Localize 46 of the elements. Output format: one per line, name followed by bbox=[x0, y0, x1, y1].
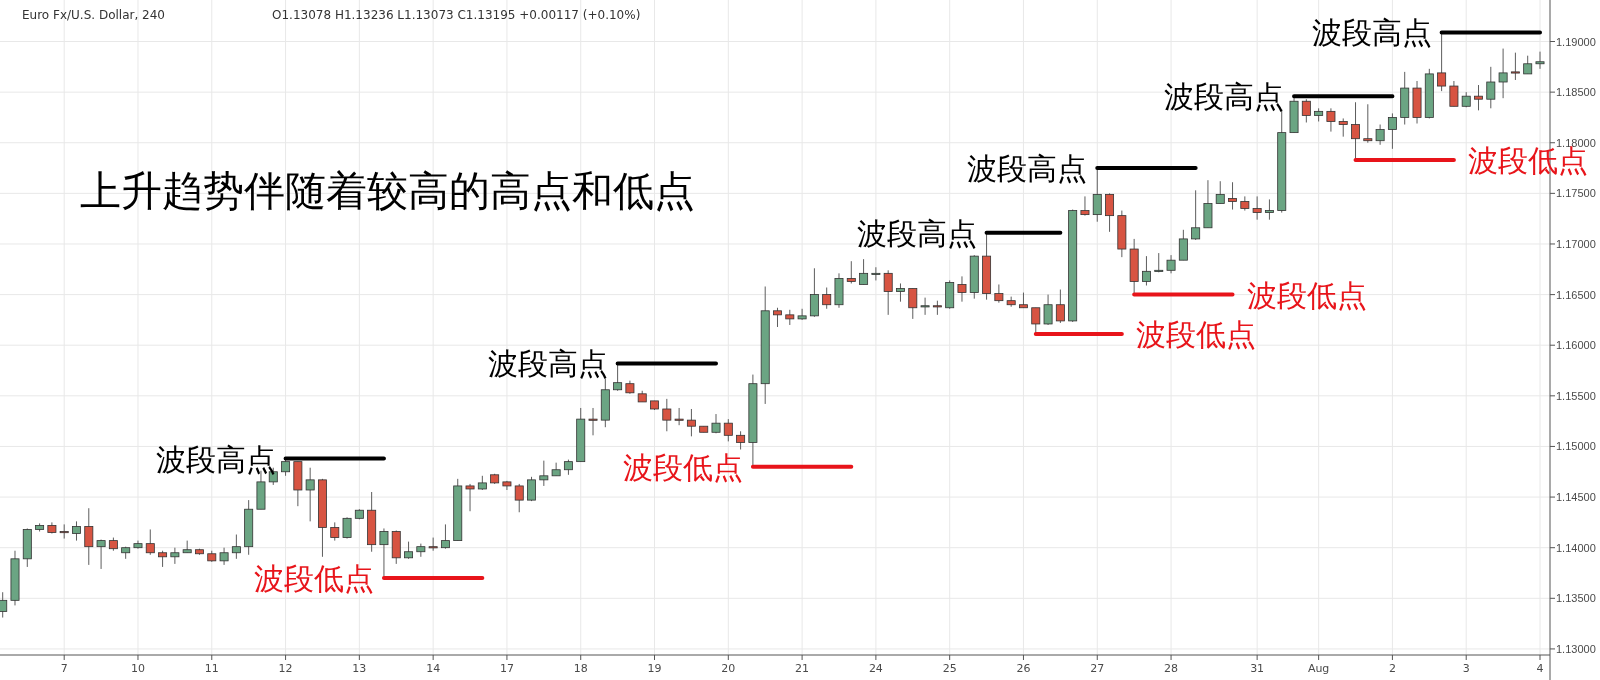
x-tick-label: 11 bbox=[204, 662, 219, 675]
x-tick-label: 14 bbox=[426, 662, 441, 675]
x-tick-label: 24 bbox=[868, 662, 883, 675]
y-tick-label: 1.18500 bbox=[1556, 86, 1596, 99]
annotation: 波段高点 bbox=[856, 215, 977, 251]
y-tick-label: 1.17000 bbox=[1556, 237, 1596, 250]
annotation: 波段高点 bbox=[487, 346, 608, 382]
x-tick-label: 2 bbox=[1388, 662, 1396, 675]
x-tick-label: Aug bbox=[1307, 662, 1330, 675]
annotation: 波段低点 bbox=[622, 449, 743, 485]
x-tick-label: 3 bbox=[1462, 662, 1470, 675]
y-tick-label: 1.16000 bbox=[1556, 339, 1596, 352]
x-tick-label: 10 bbox=[130, 662, 145, 675]
x-tick-label: 26 bbox=[1016, 662, 1031, 675]
annotation: 波段低点 bbox=[1135, 317, 1256, 353]
annotation: 波段高点 bbox=[1311, 15, 1432, 51]
x-tick-label: 18 bbox=[573, 662, 588, 675]
annotation: 波段低点 bbox=[1246, 277, 1367, 313]
x-tick-label: 17 bbox=[499, 662, 514, 675]
x-tick-label: 25 bbox=[942, 662, 957, 675]
annotation: 波段低点 bbox=[253, 561, 374, 597]
y-tick-label: 1.19000 bbox=[1556, 35, 1596, 48]
x-tick-label: 12 bbox=[278, 662, 293, 675]
y-tick-label: 1.14000 bbox=[1556, 541, 1596, 554]
x-tick-label: 20 bbox=[721, 662, 736, 675]
y-tick-label: 1.14500 bbox=[1556, 491, 1596, 504]
y-tick-label: 1.13000 bbox=[1556, 642, 1596, 655]
x-tick-label: 7 bbox=[60, 662, 68, 675]
annotation: O1.13078 H1.13236 L1.13073 C1.13195 +0.00117 (+0.10%) bbox=[272, 8, 641, 22]
annotation: 波段高点 bbox=[967, 151, 1088, 187]
y-tick-label: 1.17500 bbox=[1556, 187, 1596, 200]
x-tick-label: 27 bbox=[1090, 662, 1105, 675]
x-tick-label: 19 bbox=[647, 662, 662, 675]
y-tick-label: 1.13500 bbox=[1556, 592, 1596, 605]
y-tick-label: 1.15500 bbox=[1556, 389, 1596, 402]
x-tick-label: 13 bbox=[352, 662, 367, 675]
annotation: 波段高点 bbox=[1164, 79, 1285, 115]
x-tick-label: 4 bbox=[1536, 662, 1544, 675]
text: 上升趋势伴随着较高的高点和低点 bbox=[80, 167, 695, 215]
x-tick-label: 28 bbox=[1164, 662, 1179, 675]
y-tick-label: 1.15000 bbox=[1556, 440, 1596, 453]
text: Euro Fx/U.S. Dollar, 240 bbox=[22, 8, 165, 22]
annotation: 波段高点 bbox=[155, 441, 276, 477]
y-tick-label: 1.16500 bbox=[1556, 288, 1596, 301]
x-tick-label: 31 bbox=[1250, 662, 1265, 675]
x-tick-label: 21 bbox=[795, 662, 810, 675]
